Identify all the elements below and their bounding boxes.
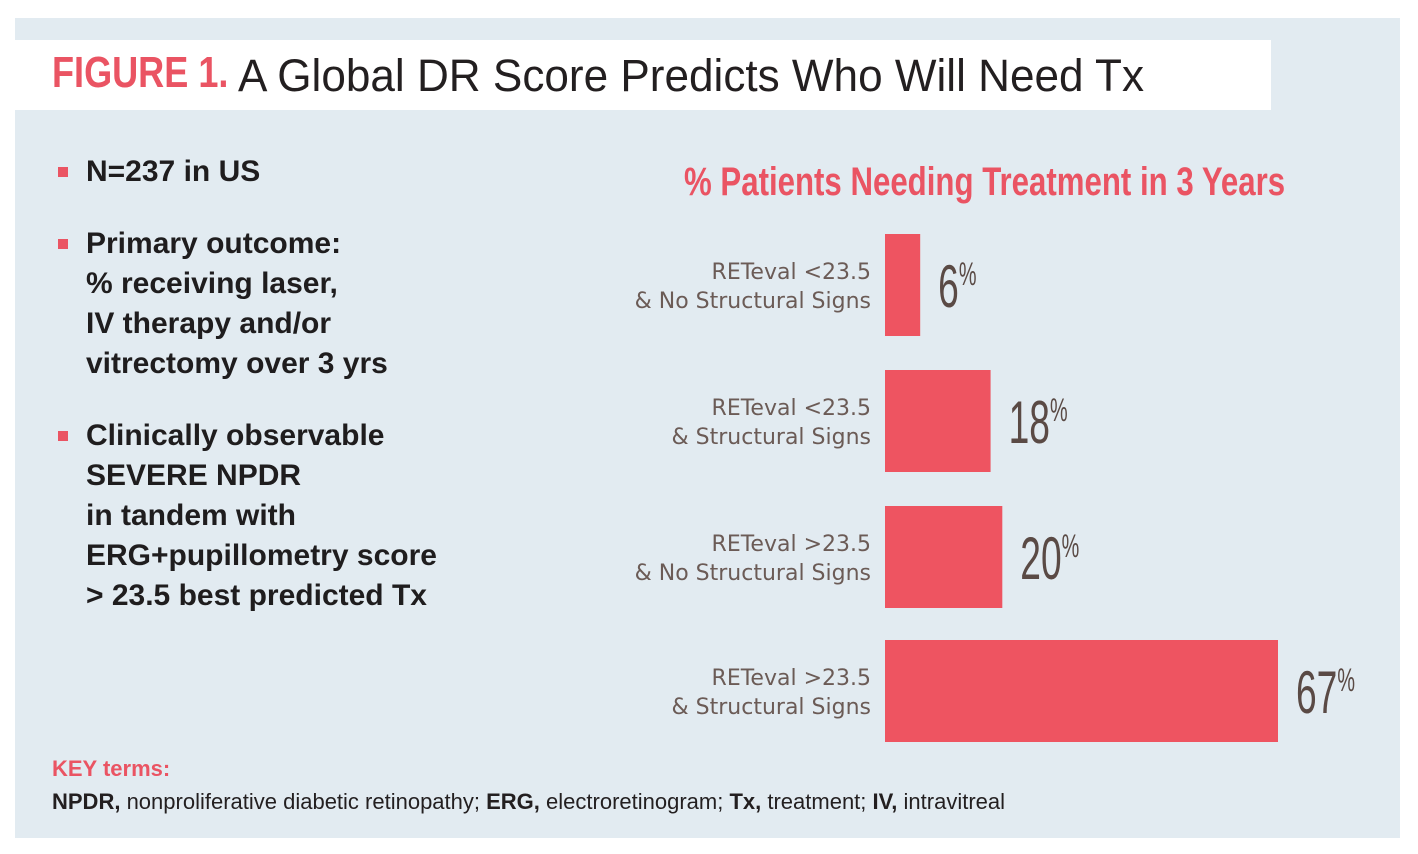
key-definition: electroretinogram; [539,789,730,814]
key-definition: treatment; [761,789,873,814]
value-label: 18% [1009,389,1068,456]
figure-label: FIGURE 1. [52,48,229,97]
category-label: RETeval >23.5 [712,532,871,557]
category-label: RETeval <23.5 [712,260,871,285]
bullet-line: SEVERE NPDR [86,459,302,492]
chart-title: % Patients Needing Treatment in 3 Years [684,160,1286,204]
value-label: 67% [1296,659,1355,726]
key-term: Tx, [729,789,762,814]
bullet-line: Clinically observable [86,419,385,452]
key-term: NPDR, [52,789,121,814]
key-terms-heading: KEY terms: [52,756,171,781]
value-label: 6% [938,253,976,320]
bullet-line: % receiving laser, [86,267,338,300]
bullet-line: > 23.5 best predicted Tx [86,579,427,612]
bullet-line: in tandem with [86,499,296,532]
bullet-list: N=237 in US Primary outcome: % receiving… [52,152,572,648]
bullet-item: N=237 in US [52,152,572,192]
bar [885,506,1003,608]
bullet-item: Clinically observable SEVERE NPDR in tan… [52,416,572,616]
category-label: & No Structural Signs [635,289,871,314]
bullet-line: N=237 in US [86,155,261,188]
category-label: RETeval >23.5 [712,666,871,691]
category-label: & Structural Signs [672,695,871,720]
key-term: IV, [872,789,898,814]
key-definition: intravitreal [897,789,1006,814]
category-label: & Structural Signs [672,425,871,450]
bullet-item: Primary outcome: % receiving laser, IV t… [52,224,572,384]
category-label: & No Structural Signs [635,561,871,586]
bar-chart: RETeval <23.5 & No Structural Signs 6% RETe… [635,234,1355,742]
key-term: ERG, [486,789,540,814]
bullet-line: ERG+pupillometry score [86,539,437,572]
category-label: RETeval <23.5 [712,396,871,421]
bullet-square-icon [58,239,68,249]
bar [885,234,921,336]
value-label: 20% [1020,525,1079,592]
key-terms-text: NPDR, nonproliferative diabetic retinopa… [52,789,1005,815]
bullet-square-icon [58,431,68,441]
bullet-line: Primary outcome: [86,227,342,260]
title-strip [15,40,1271,110]
bullet-line: vitrectomy over 3 yrs [86,347,388,380]
bar [885,640,1278,742]
figure-title: A Global DR Score Predicts Who Will Need… [238,50,1144,101]
key-definition: nonproliferative diabetic retinopathy; [120,789,487,814]
bullet-line: IV therapy and/or [86,307,332,340]
bar [885,370,991,472]
bullet-square-icon [58,167,68,177]
